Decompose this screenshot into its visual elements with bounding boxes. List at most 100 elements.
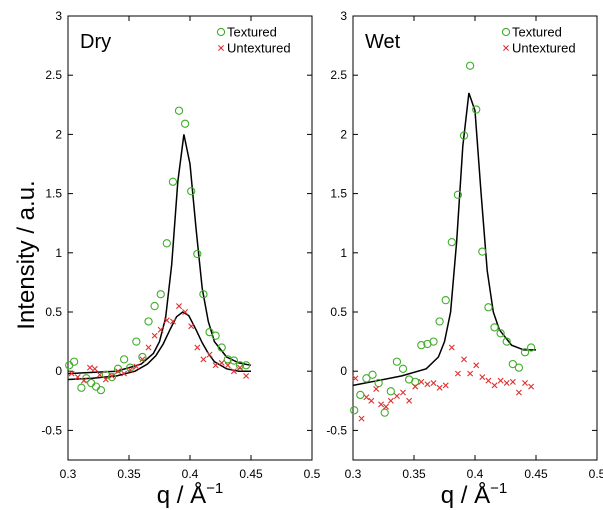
x-tick-label-dry-0: 0.3: [60, 467, 77, 481]
point-wet-untextured-9: [400, 389, 407, 396]
y-tick-label-dry-6: 2.5: [45, 68, 62, 82]
point-dry-untextured-29: [243, 372, 250, 379]
point-wet-textured-22: [484, 303, 493, 312]
legend-marker-dry-1: [218, 45, 224, 51]
point-wet-textured-0: [350, 406, 359, 415]
point-dry-untextured-19: [182, 309, 189, 315]
point-wet-textured-20: [472, 105, 481, 114]
point-wet-untextured-6: [382, 403, 389, 410]
point-dry-textured-26: [217, 343, 226, 352]
point-wet-textured-14: [435, 317, 444, 326]
x-tick-label-wet-2: 0.4: [467, 467, 484, 481]
point-wet-untextured-0: [352, 375, 359, 382]
y-axis-label: Intensity / a.u.: [13, 180, 40, 329]
point-wet-untextured-26: [503, 380, 510, 387]
point-dry-untextured-5: [96, 371, 103, 378]
point-dry-textured-9: [113, 364, 123, 373]
point-dry-untextured-16: [163, 317, 170, 324]
point-dry-textured-23: [199, 290, 208, 299]
point-wet-untextured-20: [467, 370, 474, 377]
point-dry-untextured-21: [194, 344, 201, 351]
point-wet-untextured-18: [454, 370, 461, 377]
point-wet-textured-11: [417, 341, 426, 350]
point-wet-untextured-5: [378, 401, 385, 408]
point-dry-untextured-28: [237, 364, 244, 371]
point-wet-untextured-14: [430, 380, 437, 387]
point-wet-textured-24: [496, 329, 505, 338]
point-dry-textured-3: [82, 374, 91, 383]
point-wet-untextured-13: [424, 381, 431, 388]
point-dry-untextured-9: [121, 370, 128, 377]
point-wet-untextured-10: [406, 397, 413, 404]
point-dry-textured-28: [229, 356, 239, 365]
x-tick-label-wet-4: 0.5: [589, 467, 603, 481]
point-wet-textured-19: [465, 61, 475, 70]
point-wet-untextured-30: [528, 383, 535, 390]
point-wet-textured-7: [392, 357, 402, 366]
point-dry-untextured-6: [102, 376, 109, 383]
point-dry-untextured-12: [139, 356, 146, 363]
point-wet-textured-5: [380, 408, 389, 417]
point-dry-untextured-14: [151, 332, 158, 339]
point-wet-textured-10: [411, 377, 420, 387]
point-dry-textured-20: [180, 119, 190, 128]
legend-marker-wet-1: [503, 45, 509, 51]
point-wet-untextured-19: [461, 356, 468, 363]
x-tick-label-wet-0: 0.3: [345, 467, 362, 481]
y-tick-label-wet-7: 3: [340, 9, 347, 23]
point-dry-textured-29: [235, 361, 245, 370]
legend-label-wet-0: Textured: [512, 25, 562, 40]
point-dry-untextured-3: [86, 364, 93, 371]
point-dry-untextured-23: [206, 351, 213, 358]
point-dry-untextured-22: [200, 356, 207, 363]
point-wet-textured-6: [386, 387, 395, 396]
point-wet-untextured-11: [412, 383, 419, 390]
y-tick-label-wet-3: 1: [340, 246, 347, 260]
point-dry-untextured-10: [127, 367, 134, 374]
point-wet-untextured-17: [448, 344, 455, 351]
y-tick-label-dry-2: 0.5: [45, 305, 62, 319]
point-wet-textured-26: [508, 359, 517, 369]
point-dry-textured-21: [187, 187, 196, 196]
point-wet-untextured-29: [522, 380, 529, 387]
point-wet-untextured-1: [358, 415, 365, 422]
point-dry-textured-14: [144, 317, 153, 326]
point-wet-textured-13: [429, 337, 438, 346]
point-dry-textured-12: [132, 337, 141, 346]
point-dry-untextured-25: [218, 359, 225, 366]
panel-title-wet: Wet: [365, 31, 401, 53]
point-wet-textured-8: [398, 364, 408, 373]
point-wet-untextured-4: [373, 385, 380, 392]
point-dry-textured-13: [138, 352, 147, 362]
y-tick-label-wet-5: 2: [340, 127, 347, 141]
point-wet-untextured-27: [509, 378, 516, 385]
x-tick-label-dry-3: 0.45: [239, 467, 263, 481]
y-tick-label-wet-6: 2.5: [330, 68, 347, 82]
y-tick-label-dry-0: -0.5: [41, 423, 62, 437]
point-dry-untextured-11: [133, 363, 140, 370]
point-dry-textured-16: [156, 290, 165, 299]
point-dry-textured-1: [69, 357, 79, 366]
point-dry-textured-19: [174, 106, 184, 115]
x-tick-label-dry-1: 0.35: [117, 467, 141, 481]
point-wet-untextured-3: [368, 397, 375, 404]
legend-marker-dry-0: [216, 27, 226, 37]
point-dry-untextured-18: [176, 303, 183, 310]
point-dry-textured-10: [119, 355, 129, 364]
y-tick-label-wet-0: -0.5: [326, 423, 347, 437]
point-wet-untextured-15: [436, 384, 443, 391]
chart-panel-wet: 0.3 0.35 0.4 0.45 0.5 -0.5 0 0.5 1 1.5 2 2.5 3 Wet Tex…: [326, 9, 603, 481]
point-dry-untextured-13: [145, 344, 152, 351]
point-dry-textured-17: [162, 239, 171, 248]
legend-label-wet-1: Untextured: [512, 41, 576, 56]
x-tick-label-dry-4: 0.5: [304, 467, 321, 481]
point-wet-textured-15: [441, 296, 450, 305]
y-tick-label-wet-2: 0.5: [330, 305, 347, 319]
y-tick-label-wet-1: 0: [340, 364, 347, 378]
point-wet-textured-2: [362, 374, 371, 383]
point-wet-untextured-21: [473, 362, 480, 369]
point-wet-untextured-2: [363, 394, 370, 401]
point-dry-untextured-24: [212, 362, 219, 369]
point-dry-untextured-1: [74, 374, 81, 381]
